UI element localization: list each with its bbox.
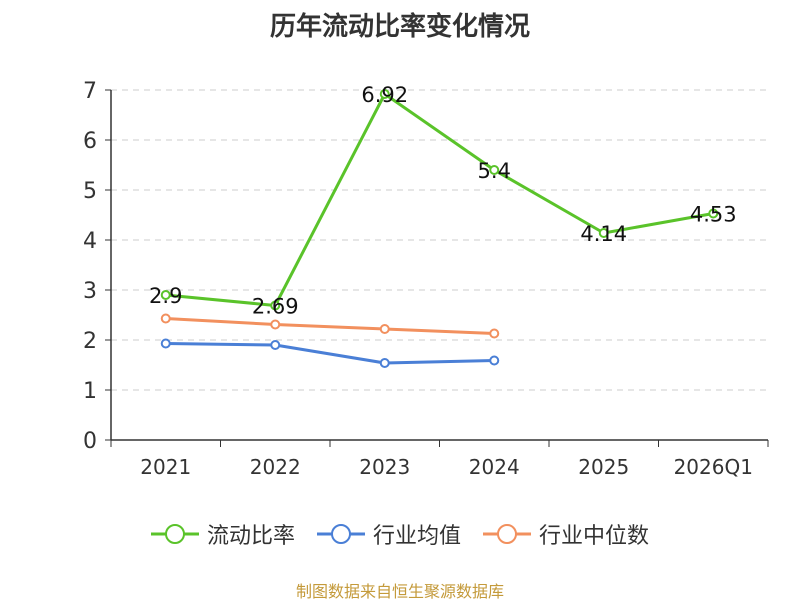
data-point xyxy=(708,208,719,219)
y-tick-label: 7 xyxy=(83,79,97,104)
y-tick-label: 1 xyxy=(83,379,97,404)
data-point xyxy=(489,328,500,339)
data-point xyxy=(160,313,171,324)
data-point xyxy=(270,319,281,330)
y-tick-label: 3 xyxy=(83,279,97,304)
chart-title: 历年流动比率变化情况 xyxy=(269,12,530,42)
data-labels: 2.9 2.69 6.92 5.4 4.14 4.53 xyxy=(149,83,737,319)
data-point xyxy=(379,89,390,99)
y-tick-label: 2 xyxy=(83,329,97,354)
x-tick-label: 2021 xyxy=(140,455,191,479)
x-tick-label: 2022 xyxy=(250,455,301,479)
y-tick-label: 0 xyxy=(83,429,97,454)
data-point xyxy=(379,358,390,368)
data-point xyxy=(489,355,500,366)
legend-circle xyxy=(164,524,185,544)
y-tick-label: 4 xyxy=(83,229,97,254)
legend-label: 行业均值 xyxy=(372,524,461,549)
legend-circle xyxy=(497,524,517,544)
legend-label: 行业中位数 xyxy=(539,524,650,549)
data-point xyxy=(160,290,171,300)
data-label: 2.69 xyxy=(252,295,299,319)
data-label: 6.92 xyxy=(361,83,408,107)
data-point xyxy=(270,300,281,311)
legend-marker-icon xyxy=(316,524,365,544)
axes: 0 1 2 3 4 5 6 7 2021 2022 2023 2024 2025 2026Q1 xyxy=(83,79,769,479)
data-label: 2.9 xyxy=(149,284,182,308)
data-label: 4.53 xyxy=(690,203,737,227)
legend-circle xyxy=(330,524,351,544)
data-point xyxy=(598,228,609,238)
legend-marker-icon xyxy=(483,524,531,544)
y-tick-label: 5 xyxy=(83,179,97,204)
y-tick-label: 6 xyxy=(83,129,97,154)
source-note: 制图数据来自恒生聚源数据库 xyxy=(295,582,504,601)
data-point xyxy=(270,340,281,350)
legend-label: 流动比率 xyxy=(206,524,295,549)
series-line xyxy=(165,92,714,307)
legend-marker-icon xyxy=(150,524,199,544)
x-tick-label: 2024 xyxy=(469,455,520,479)
data-point xyxy=(160,338,171,349)
legend-item[interactable]: 流动比率 xyxy=(150,518,295,550)
x-tick-label: 2023 xyxy=(359,455,410,479)
legend: 流动比率 行业均值 行业中位数 xyxy=(0,518,800,550)
x-tick-label: 2025 xyxy=(578,455,629,479)
legend-item[interactable]: 行业中位数 xyxy=(483,518,649,550)
series-line xyxy=(165,317,495,335)
series xyxy=(160,89,719,368)
data-point xyxy=(379,324,390,334)
x-tick-label: 2026Q1 xyxy=(674,455,753,479)
data-label: 4.14 xyxy=(580,222,627,246)
data-label: 5.4 xyxy=(478,159,511,183)
legend-item[interactable]: 行业均值 xyxy=(316,518,461,550)
series-line xyxy=(165,342,495,365)
data-point xyxy=(489,165,500,175)
